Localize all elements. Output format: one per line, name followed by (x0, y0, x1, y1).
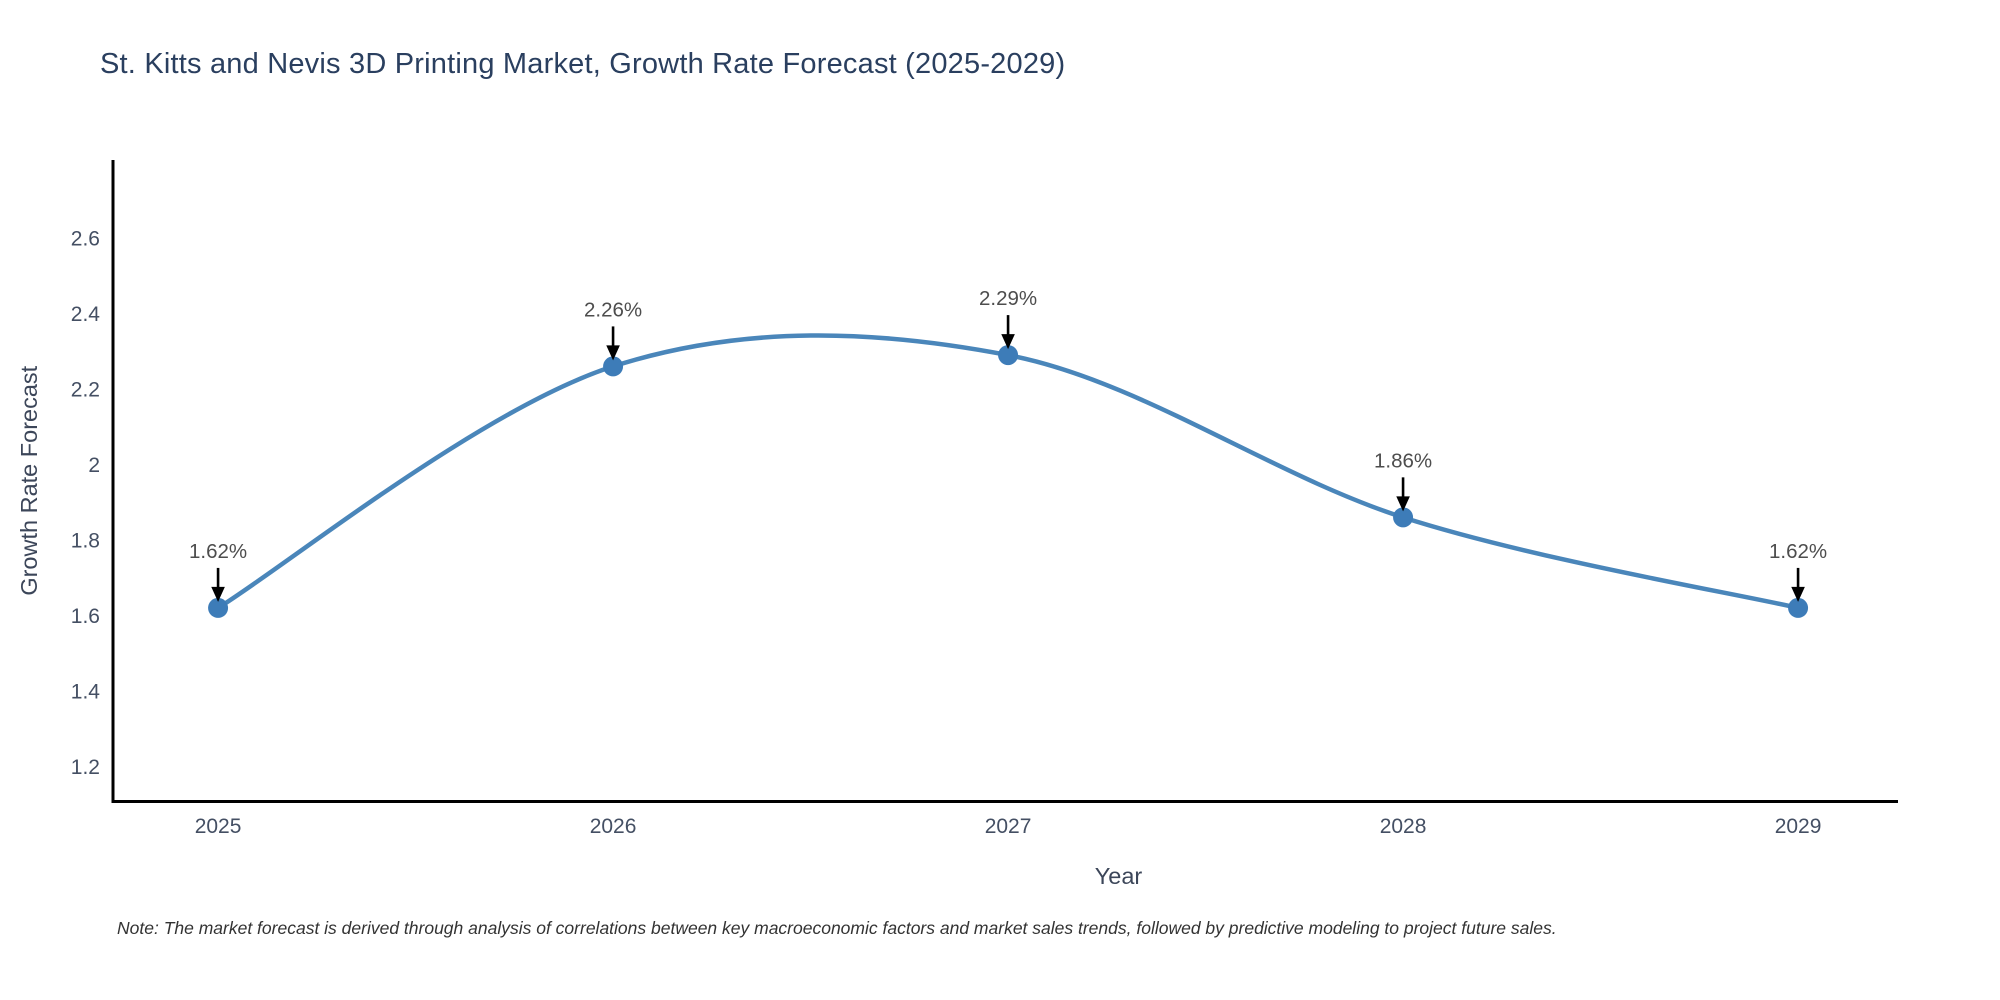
y-tick-label: 1.4 (71, 680, 101, 703)
y-tick-label: 2 (88, 454, 100, 477)
data-point-marker-2028 (1393, 507, 1414, 528)
y-axis-title: Growth Rate Forecast (16, 365, 42, 595)
x-tick-label: 2027 (985, 815, 1032, 838)
data-point-marker-2025 (208, 597, 229, 618)
y-tick-label: 1.2 (71, 756, 100, 779)
chart-title: St. Kitts and Nevis 3D Printing Market, … (100, 48, 1066, 80)
y-tick-label: 1.8 (71, 529, 100, 552)
chart-footnote: Note: The market forecast is derived thr… (117, 918, 1557, 938)
y-tick-label: 2.6 (71, 228, 100, 251)
point-value-label: 2.26% (584, 298, 642, 321)
x-tick-label: 2026 (590, 815, 637, 838)
point-value-label: 1.62% (189, 540, 247, 563)
annotation-arrowhead-icon (1396, 496, 1410, 512)
x-tick-label: 2025 (195, 815, 242, 838)
y-tick-label: 1.6 (71, 605, 100, 628)
data-point-marker-2027 (998, 345, 1019, 366)
axis-lines (111, 160, 1898, 803)
annotation-arrowhead-icon (606, 345, 620, 361)
x-tick-label: 2028 (1380, 815, 1427, 838)
annotation-arrowhead-icon (1001, 334, 1015, 350)
point-value-label: 1.86% (1374, 449, 1432, 472)
annotation-arrowhead-icon (1791, 586, 1805, 602)
x-axis-title: Year (1095, 863, 1143, 889)
y-tick-label: 2.4 (71, 303, 101, 326)
point-value-label: 1.62% (1769, 540, 1827, 563)
forecast-line (215, 333, 1801, 611)
point-value-label: 2.29% (979, 287, 1037, 310)
data-point-marker-2026 (603, 356, 624, 377)
data-point-marker-2029 (1788, 597, 1809, 618)
annotation-arrowhead-icon (211, 586, 225, 602)
y-tick-label: 2.2 (71, 379, 100, 402)
x-tick-label: 2029 (1775, 815, 1822, 838)
